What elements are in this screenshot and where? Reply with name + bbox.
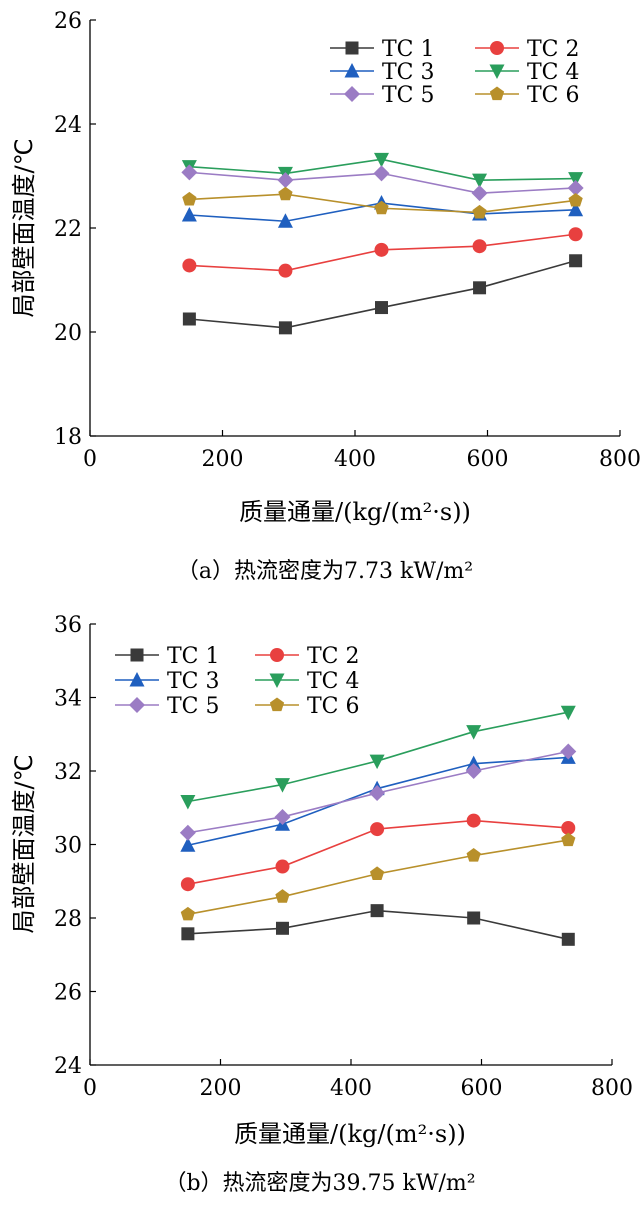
data-point-tc-6 — [370, 866, 384, 880]
y-tick-label: 22 — [54, 217, 82, 242]
data-point-tc-1 — [371, 904, 384, 917]
y-tick-label: 20 — [54, 321, 82, 346]
y-tick-label: 24 — [54, 113, 82, 138]
data-point-tc-1 — [279, 321, 292, 334]
legend-label-tc-3: TC 3 — [382, 60, 435, 85]
x-tick-label: 0 — [83, 447, 97, 472]
data-point-tc-5 — [374, 165, 390, 181]
data-point-tc-6 — [181, 907, 195, 921]
x-tick-label: 600 — [461, 1076, 503, 1101]
data-point-tc-2 — [278, 264, 292, 278]
y-tick-label: 30 — [54, 834, 82, 859]
data-point-tc-1 — [569, 254, 582, 267]
legend-marker-tc-5 — [129, 697, 145, 713]
data-point-tc-2 — [375, 243, 389, 257]
data-point-tc-4 — [180, 795, 195, 810]
data-point-tc-1 — [375, 301, 388, 314]
y-tick-label: 18 — [54, 425, 82, 450]
legend-marker-tc-2 — [490, 41, 504, 55]
legend-label-tc-5: TC 5 — [167, 694, 220, 719]
data-point-tc-6 — [561, 833, 575, 847]
legend-label-tc-6: TC 6 — [527, 83, 580, 108]
x-tick-label: 800 — [591, 1076, 633, 1101]
legend: TC 1 TC 2 TC 3 TC 4 TC 5 TC 6 — [115, 644, 360, 719]
x-tick-label: 200 — [202, 447, 244, 472]
legend-marker-tc-1 — [346, 42, 359, 55]
data-point-tc-2 — [275, 860, 289, 874]
data-point-tc-5 — [472, 185, 488, 201]
y-tick-label: 24 — [54, 1054, 82, 1079]
data-point-tc-1 — [562, 933, 575, 946]
data-point-tc-4 — [466, 725, 481, 740]
y-tick-label: 32 — [54, 760, 82, 785]
legend-marker-tc-5 — [344, 86, 360, 102]
data-point-tc-6 — [275, 889, 289, 903]
legend-label-tc-1: TC 1 — [382, 37, 435, 62]
legend-label-tc-2: TC 2 — [307, 644, 360, 669]
data-point-tc-1 — [473, 281, 486, 294]
x-tick-label: 600 — [467, 447, 509, 472]
data-point-tc-6 — [278, 187, 292, 201]
legend-label-tc-2: TC 2 — [527, 37, 580, 62]
legend: TC 1 TC 2 TC 3 TC 4 TC 5 TC 6 — [330, 37, 580, 108]
y-tick-label: 34 — [54, 687, 82, 712]
legend-marker-tc-6 — [270, 698, 284, 712]
chart-panel-b: 局部壁面温度/℃ 质量通量/(kg/(m²·s)) （b）热流密度为39.75 … — [10, 613, 633, 1196]
legend-label-tc-6: TC 6 — [307, 694, 360, 719]
data-point-tc-3 — [182, 207, 197, 222]
chart-panel-a: 局部壁面温度/℃ 质量通量/(kg/(m²·s)) （a）热流密度为7.73 k… — [10, 9, 640, 584]
data-point-tc-6 — [568, 193, 582, 207]
y-tick-label: 28 — [54, 907, 82, 932]
data-point-tc-1 — [276, 922, 289, 935]
data-point-tc-6 — [374, 201, 388, 215]
data-point-tc-2 — [473, 239, 487, 253]
legend-marker-tc-1 — [131, 649, 144, 662]
legend-label-tc-4: TC 4 — [527, 60, 580, 85]
data-point-tc-6 — [467, 848, 481, 862]
legend-label-tc-3: TC 3 — [167, 669, 220, 694]
data-point-tc-2 — [370, 822, 384, 836]
legend-label-tc-5: TC 5 — [382, 83, 435, 108]
data-point-tc-2 — [181, 877, 195, 891]
data-point-tc-6 — [472, 205, 486, 219]
y-axis-label: 局部壁面温度/℃ — [10, 138, 38, 317]
y-axis-label: 局部壁面温度/℃ — [10, 754, 38, 933]
x-tick-label: 200 — [200, 1076, 242, 1101]
series-line-tc-1 — [189, 261, 575, 328]
x-axis-label: 质量通量/(kg/(m²·s)) — [234, 1120, 466, 1148]
chart-caption: （b）热流密度为39.75 kW/m² — [164, 1171, 475, 1196]
legend-marker-tc-6 — [490, 87, 504, 101]
x-tick-label: 400 — [330, 1076, 372, 1101]
data-point-tc-6 — [182, 192, 196, 206]
y-tick-label: 36 — [54, 613, 82, 638]
data-point-tc-1 — [181, 927, 194, 940]
data-point-tc-5 — [277, 172, 293, 188]
x-tick-label: 800 — [599, 447, 640, 472]
y-tick-label: 26 — [54, 981, 82, 1006]
legend-label-tc-4: TC 4 — [307, 669, 360, 694]
data-point-tc-2 — [467, 814, 481, 828]
y-tick-label: 26 — [54, 9, 82, 34]
x-tick-label: 0 — [83, 1076, 97, 1101]
legend-label-tc-1: TC 1 — [167, 644, 220, 669]
data-point-tc-2 — [569, 227, 583, 241]
x-axis-label: 质量通量/(kg/(m²·s)) — [239, 498, 471, 526]
data-point-tc-5 — [180, 825, 196, 841]
data-point-tc-1 — [183, 313, 196, 326]
legend-marker-tc-2 — [270, 648, 284, 662]
data-point-tc-2 — [182, 258, 196, 272]
data-point-tc-1 — [467, 912, 480, 925]
x-tick-label: 400 — [334, 447, 376, 472]
chart-caption: （a）热流密度为7.73 kW/m² — [177, 559, 473, 584]
